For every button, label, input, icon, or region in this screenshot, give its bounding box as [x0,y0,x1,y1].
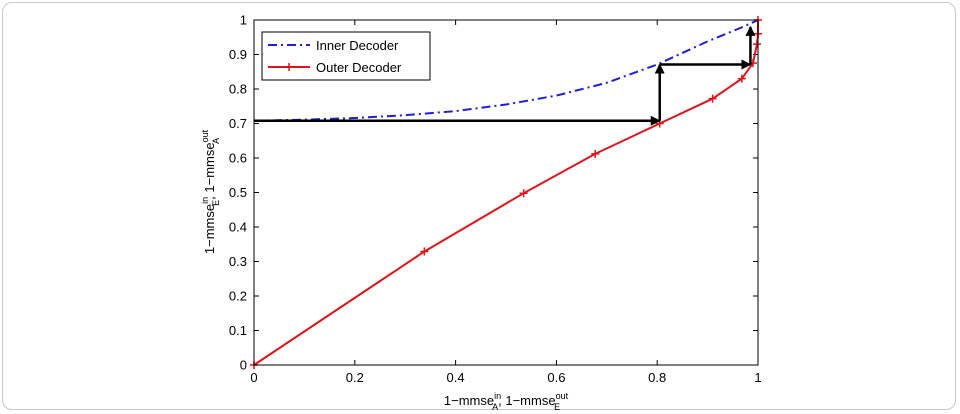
x-tick-label: 0.8 [648,370,666,385]
data-point-outer-decoder [708,94,717,103]
legend-marker-outer-decoder [285,63,293,71]
data-point-outer-decoder [519,189,528,198]
legend-label-outer-decoder: Outer Decoder [316,60,402,75]
figure-frame [2,2,956,410]
y-tick-label: 0.9 [229,47,247,62]
y-tick-label: 1 [240,13,247,28]
x-axis-label: 1−mmsein A, 1−mmseout E [444,391,569,412]
x-tick-label: 0 [250,370,257,385]
legend: Inner Decoder Outer Decoder [261,31,431,81]
x-tick-label: 0.4 [447,370,465,385]
trajectory-layer [254,25,756,126]
y-tick-label: 0.3 [229,254,247,269]
x-tick-label: 0.6 [547,370,565,385]
y-tick-label: 0.7 [229,116,247,131]
y-tick-label: 0.4 [229,220,247,235]
y-tick-label: 0.8 [229,82,247,97]
y-tick-label: 0.1 [229,323,247,338]
x-tick-label: 0.2 [346,370,364,385]
y-tick-label: 0.5 [229,185,247,200]
plot-area [253,19,759,366]
y-tick-label: 0.6 [229,151,247,166]
data-point-outer-decoder [420,247,429,256]
y-axis-label: 1−mmseinE, 1−mmseoutA [200,129,221,254]
y-tick-label: 0.2 [229,289,247,304]
y-tick-label: 0 [240,358,247,373]
legend-box [261,31,431,81]
x-tick-label: 1 [754,370,761,385]
legend-label-inner-decoder: Inner Decoder [316,38,399,53]
data-point-outer-decoder [737,74,746,83]
data-point-outer-decoder [752,40,761,49]
data-point-outer-decoder [591,149,600,158]
